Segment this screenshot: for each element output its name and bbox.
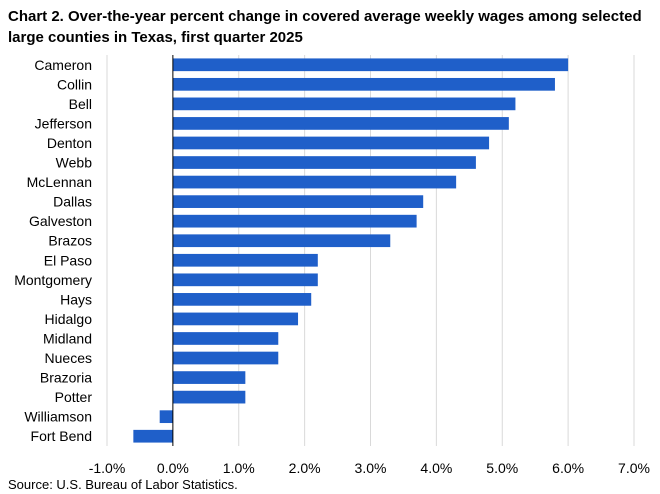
- bar-brazoria: [172, 371, 246, 384]
- category-label: Potter: [55, 389, 93, 405]
- bar-nueces: [172, 351, 279, 365]
- source-note: Source: U.S. Bureau of Labor Statistics.: [8, 477, 238, 492]
- x-tick-label: 1.0%: [223, 460, 255, 476]
- bar-fort-bend: [133, 429, 173, 443]
- category-labels: Cameron Collin Bell Jefferson Denton Webb McLe…: [14, 57, 92, 444]
- category-label: Fort Bend: [31, 428, 92, 444]
- x-tick-label: 7.0%: [618, 460, 650, 476]
- category-label: Williamson: [24, 409, 92, 425]
- bar-brazos: [172, 234, 391, 248]
- category-label: Brazoria: [40, 370, 92, 386]
- bar-cameron: [172, 58, 569, 72]
- category-label: Galveston: [29, 213, 92, 229]
- category-label: El Paso: [44, 252, 92, 268]
- x-tick-label: 0.0%: [157, 460, 189, 476]
- bar-hays: [172, 293, 312, 306]
- category-label: McLennan: [27, 174, 92, 190]
- x-tick-label: 2.0%: [289, 460, 321, 476]
- category-label: Nueces: [45, 350, 92, 366]
- category-label: Bell: [69, 96, 92, 112]
- bars: [133, 58, 569, 443]
- bar-potter: [172, 390, 246, 404]
- category-label: Hays: [60, 291, 92, 307]
- x-tick-label: 3.0%: [355, 460, 387, 476]
- x-tick-label: 5.0%: [486, 460, 518, 476]
- x-tick-label: 6.0%: [552, 460, 584, 476]
- bar-dallas: [172, 195, 424, 208]
- bar-webb: [172, 156, 476, 169]
- category-label: Midland: [43, 330, 92, 346]
- category-label: Collin: [57, 76, 92, 92]
- chart-title: Chart 2. Over-the-year percent change in…: [8, 8, 642, 46]
- bar-bell: [172, 97, 516, 111]
- bar-hidalgo: [172, 312, 299, 326]
- bar-montgomery: [172, 273, 318, 287]
- x-tick-label: 4.0%: [420, 460, 452, 476]
- category-label: Hidalgo: [45, 311, 93, 327]
- x-tick-label: -1.0%: [89, 460, 126, 476]
- bar-denton: [172, 136, 490, 150]
- category-label: Denton: [47, 135, 92, 151]
- bar-el-paso: [172, 253, 318, 267]
- category-label: Brazos: [48, 233, 92, 249]
- category-label: Dallas: [53, 194, 92, 210]
- category-label: Jefferson: [35, 115, 92, 131]
- category-label: Cameron: [34, 57, 92, 73]
- bar-midland: [172, 332, 279, 345]
- bar-galveston: [172, 214, 417, 228]
- gridlines: [106, 55, 635, 446]
- bar-mclennan: [172, 175, 457, 189]
- bar-collin: [172, 77, 555, 91]
- category-label: Montgomery: [14, 272, 92, 288]
- bar-jefferson: [172, 117, 509, 130]
- bar-williamson: [159, 410, 173, 424]
- category-label: Webb: [56, 155, 93, 171]
- x-tick-labels: -1.0% 0.0% 1.0% 2.0% 3.0% 4.0% 5.0% 6.0% 7.0%: [89, 460, 650, 476]
